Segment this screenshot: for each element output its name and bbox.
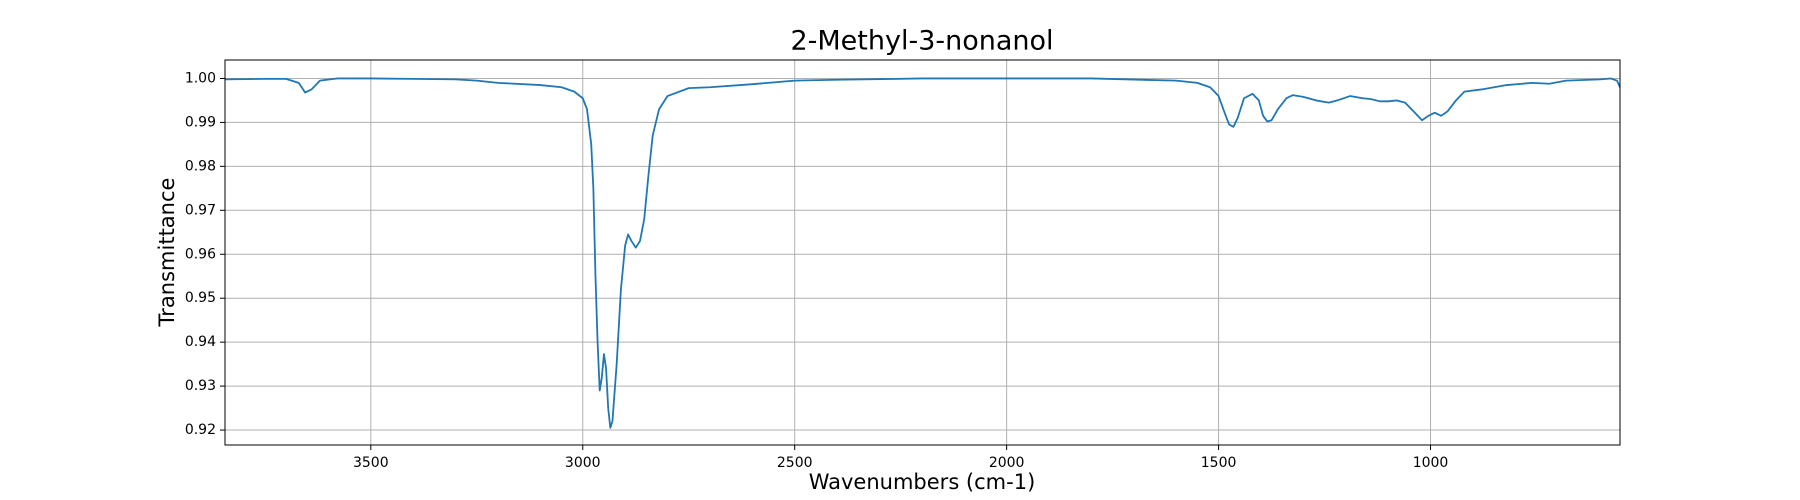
x-tick-label: 1500 [1201, 455, 1237, 471]
y-tick-label: 0.93 [185, 378, 216, 394]
x-tick-label: 2500 [777, 455, 813, 471]
x-tick-label: 3500 [353, 455, 389, 471]
y-tick-label: 0.99 [185, 114, 216, 130]
plot-frame [224, 59, 1621, 446]
y-tick-label: 1.00 [185, 70, 216, 86]
chart-title: 2-Methyl-3-nonanol [790, 26, 1053, 57]
y-tick-label: 0.94 [185, 334, 216, 350]
spectrum-line [224, 77, 1621, 429]
y-tick-label: 0.96 [185, 246, 216, 262]
y-tick-label: 0.95 [185, 290, 216, 306]
x-tick-label: 1000 [1413, 455, 1449, 471]
y-tick-label: 0.97 [185, 202, 216, 218]
x-tick-label: 2000 [989, 455, 1025, 471]
y-tick-label: 0.92 [185, 422, 216, 438]
x-axis-label: Wavenumbers (cm-1) [809, 470, 1036, 494]
y-tick-label: 0.98 [185, 158, 216, 174]
x-tick-label: 3000 [565, 455, 601, 471]
y-axis-label: Transmittance [155, 178, 179, 328]
